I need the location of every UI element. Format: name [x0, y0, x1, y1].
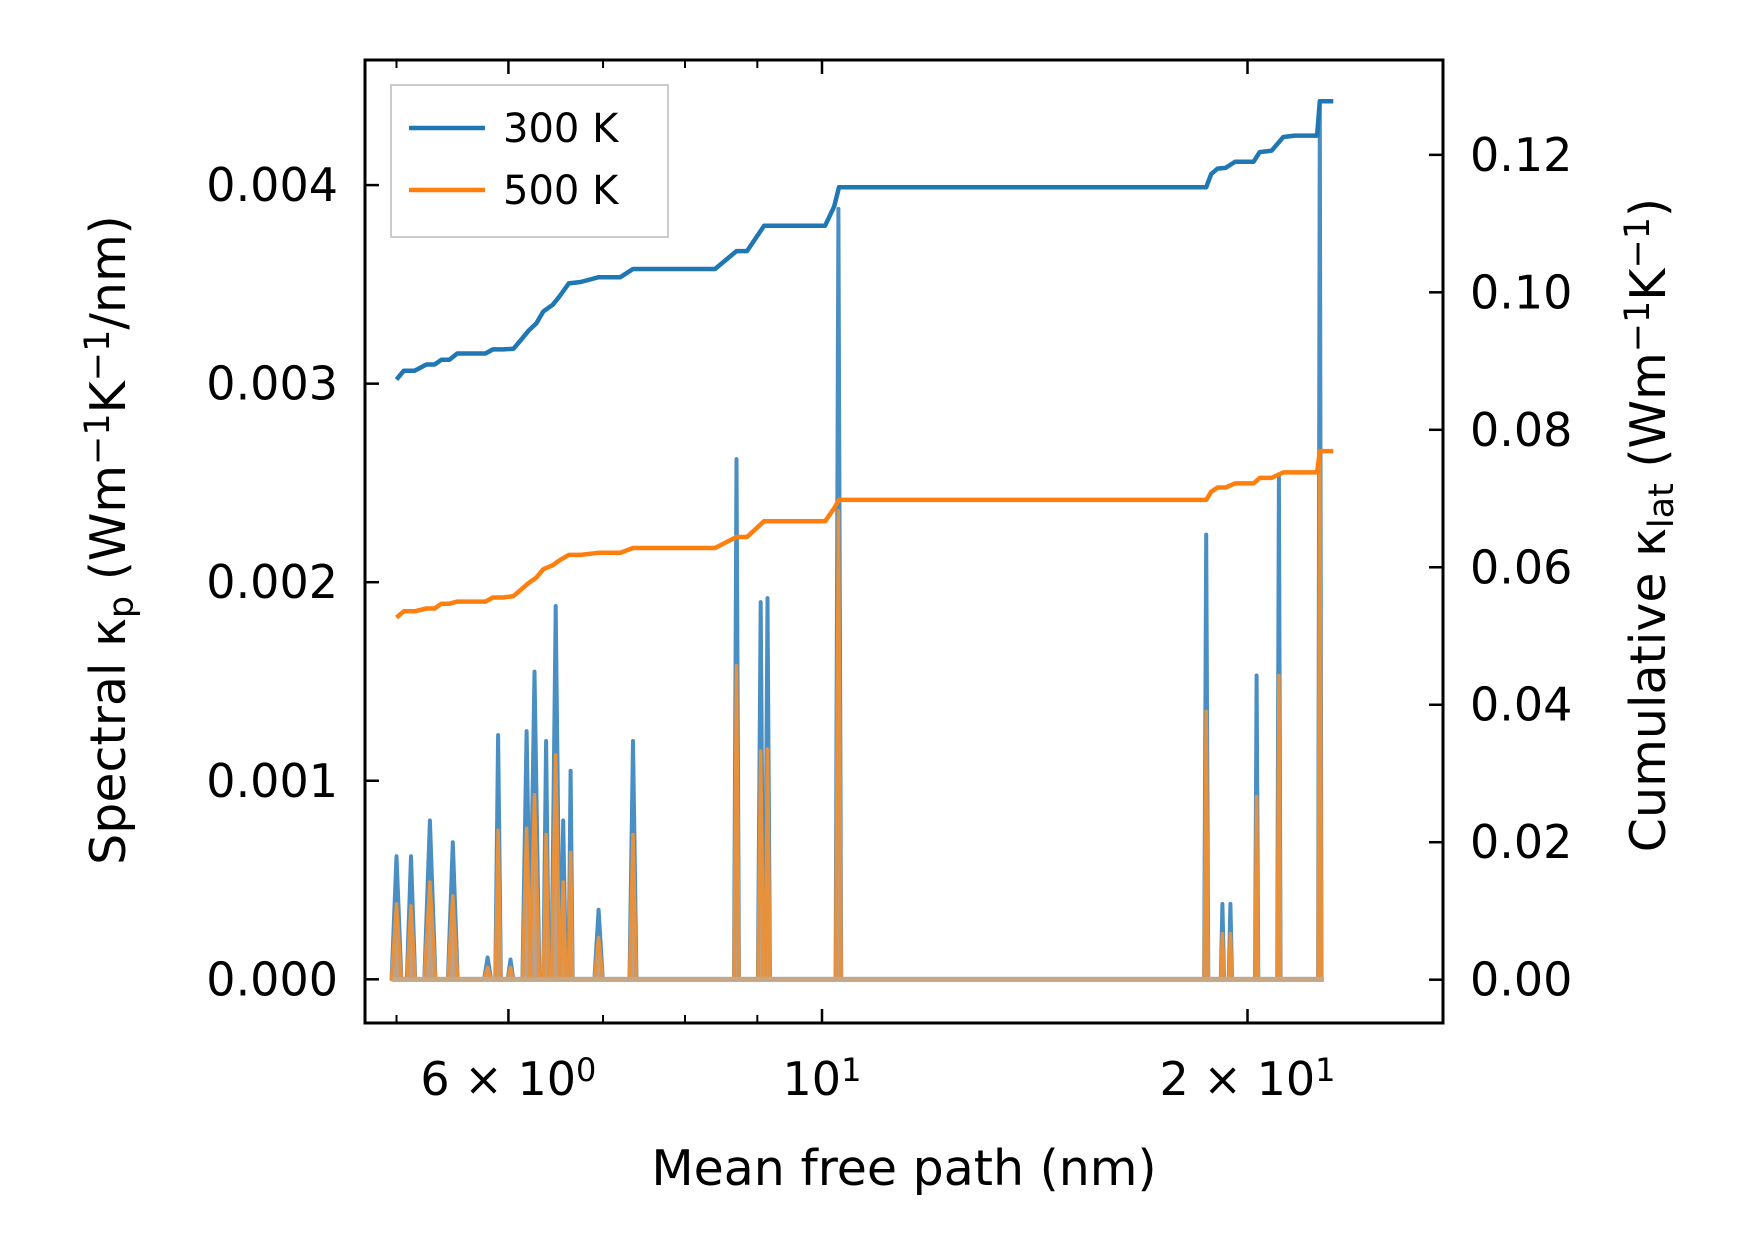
y-left-tick-label: 0.001	[206, 754, 338, 808]
spectral-peak-500k	[732, 663, 741, 982]
y-right-tick-label: 0.12	[1470, 128, 1572, 182]
spectral-peak-500k	[763, 747, 772, 982]
legend: 300 K 500 K	[390, 84, 669, 238]
spectral-peak-500k	[1253, 794, 1261, 982]
spectral-peak-500k	[833, 508, 843, 982]
y-right-tick-label: 0.04	[1470, 678, 1572, 732]
legend-box	[390, 84, 669, 238]
y-right-tick-label: 0.08	[1470, 403, 1572, 457]
y-left-tick-label: 0.004	[206, 158, 338, 212]
spectral-peak-500k	[1275, 673, 1283, 982]
spectral-peak-500k	[541, 832, 551, 982]
y-left-tick-label: 0.002	[206, 555, 338, 609]
spectral-peak-500k	[1202, 709, 1211, 982]
plot-frame	[363, 58, 1445, 1025]
y-right-tick-label: 0.10	[1470, 265, 1572, 319]
x-axis-label: Mean free path (nm)	[651, 1140, 1156, 1197]
legend-label-300k: 300 K	[503, 106, 620, 152]
spectral-peak-500k	[1316, 451, 1324, 982]
y-right-tick-label: 0.00	[1470, 953, 1572, 1007]
spectral-peak-500k	[1226, 931, 1234, 982]
y-right-tick-label: 0.02	[1470, 815, 1572, 869]
cumulative-line-300k	[394, 98, 1334, 382]
y-right-tick-label: 0.06	[1470, 540, 1572, 594]
spectral-peak-500k	[566, 850, 575, 982]
cumulative-line-500k	[395, 448, 1334, 620]
spectral-peak-500k	[493, 828, 503, 982]
spectral-peak-500k	[1219, 931, 1226, 982]
spectral-peak-500k	[756, 749, 766, 982]
ticks-layer: 6 × 100 101 2 × 101 0.000 0.001 0.002 0.003 0.0…	[206, 60, 1572, 1106]
cumulative-layer	[394, 98, 1334, 620]
y-axis-label-left: Spectral κp (Wm−1K−1/nm)	[78, 215, 141, 865]
legend-label-500k: 500 K	[503, 168, 620, 214]
spectral-peak-500k	[558, 880, 568, 982]
y-left-tick-label: 0.000	[206, 952, 338, 1006]
x-tick-label: 2 × 101	[1160, 1051, 1336, 1106]
x-tick-label: 101	[783, 1051, 862, 1106]
y-left-tick-label: 0.003	[206, 357, 338, 411]
spectral-layer	[389, 103, 1324, 982]
x-tick-label: 6 × 100	[420, 1051, 596, 1106]
y-axis-label-right: Cumulative κlat (Wm−1K−1)	[1618, 198, 1681, 852]
